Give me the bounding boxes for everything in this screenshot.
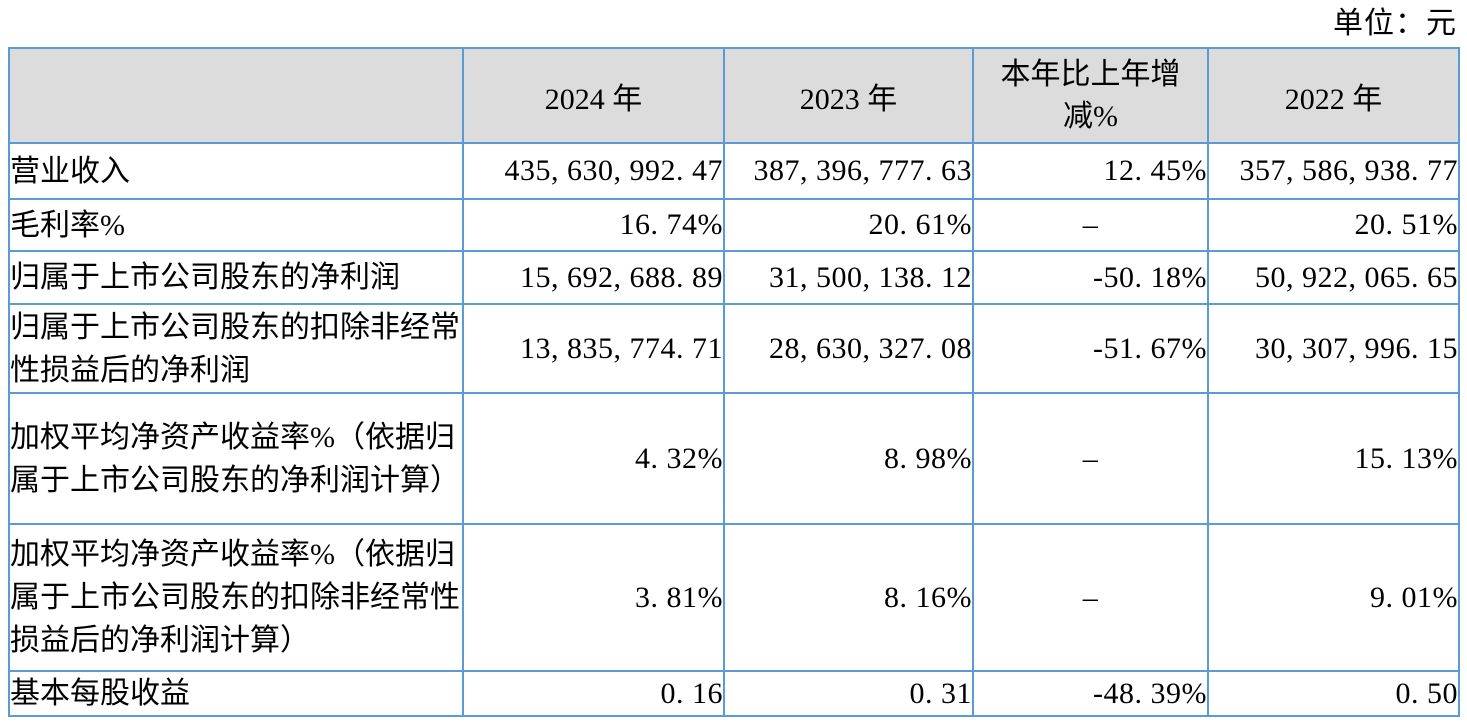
value-2024: 0. 16 — [462, 670, 725, 717]
value-2022: 357, 586, 938. 77 — [1207, 142, 1460, 200]
value-2023: 8. 98% — [723, 392, 974, 525]
table-row-revenue: 营业收入 435, 630, 992. 47 387, 396, 777. 63… — [8, 142, 1460, 200]
header-year-2024: 2024 年 — [462, 47, 725, 144]
table-row-weighted-roe-excl-nonrecurring: 加权平均净资产收益率%（依据归属于上市公司股东的扣除非经常性损益后的净利润计算）… — [8, 523, 1460, 672]
value-2023: 0. 31 — [723, 670, 974, 717]
value-change: – — [972, 523, 1209, 672]
row-label: 基本每股收益 — [8, 670, 464, 717]
value-2022: 20. 51% — [1207, 198, 1460, 252]
header-year-2023: 2023 年 — [723, 47, 974, 144]
row-label: 加权平均净资产收益率%（依据归属于上市公司股东的扣除非经常性损益后的净利润计算） — [8, 523, 464, 672]
value-2024: 16. 74% — [462, 198, 725, 252]
value-change: -50. 18% — [972, 250, 1209, 305]
value-2024: 4. 32% — [462, 392, 725, 525]
table-row-basic-eps: 基本每股收益 0. 16 0. 31 -48. 39% 0. 50 — [8, 670, 1460, 717]
value-2024: 15, 692, 688. 89 — [462, 250, 725, 305]
value-2023: 28, 630, 327. 08 — [723, 303, 974, 394]
table-row-weighted-roe: 加权平均净资产收益率%（依据归属于上市公司股东的净利润计算） 4. 32% 8.… — [8, 392, 1460, 525]
row-label: 营业收入 — [8, 142, 464, 200]
value-2022: 30, 307, 996. 15 — [1207, 303, 1460, 394]
value-2024: 435, 630, 992. 47 — [462, 142, 725, 200]
value-change: – — [972, 198, 1209, 252]
value-change: 12. 45% — [972, 142, 1209, 200]
row-label: 归属于上市公司股东的扣除非经常性损益后的净利润 — [8, 303, 464, 394]
value-change: – — [972, 392, 1209, 525]
value-2022: 15. 13% — [1207, 392, 1460, 525]
header-metric — [8, 47, 464, 144]
table-row-net-profit: 归属于上市公司股东的净利润 15, 692, 688. 89 31, 500, … — [8, 250, 1460, 305]
value-2023: 20. 61% — [723, 198, 974, 252]
header-year-2022: 2022 年 — [1207, 47, 1460, 144]
header-yoy-change: 本年比上年增减% — [972, 47, 1209, 144]
value-2022: 9. 01% — [1207, 523, 1460, 672]
row-label: 加权平均净资产收益率%（依据归属于上市公司股东的净利润计算） — [8, 392, 464, 525]
value-2022: 50, 922, 065. 65 — [1207, 250, 1460, 305]
value-2023: 8. 16% — [723, 523, 974, 672]
value-2023: 387, 396, 777. 63 — [723, 142, 974, 200]
value-2023: 31, 500, 138. 12 — [723, 250, 974, 305]
value-change: -51. 67% — [972, 303, 1209, 394]
table-row-gross-margin: 毛利率% 16. 74% 20. 61% – 20. 51% — [8, 198, 1460, 252]
table-row-net-profit-excl-nonrecurring: 归属于上市公司股东的扣除非经常性损益后的净利润 13, 835, 774. 71… — [8, 303, 1460, 394]
value-2024: 3. 81% — [462, 523, 725, 672]
header-row: 2024 年 2023 年 本年比上年增减% 2022 年 — [8, 47, 1460, 144]
financial-summary-table: 2024 年 2023 年 本年比上年增减% 2022 年 营业收入 435, … — [8, 47, 1460, 717]
unit-label: 单位：元 — [1333, 7, 1457, 40]
row-label: 毛利率% — [8, 198, 464, 252]
value-2024: 13, 835, 774. 71 — [462, 303, 725, 394]
value-change: -48. 39% — [972, 670, 1209, 717]
row-label: 归属于上市公司股东的净利润 — [8, 250, 464, 305]
header-yoy-change-label: 本年比上年增减% — [1000, 57, 1181, 133]
value-2022: 0. 50 — [1207, 670, 1460, 717]
